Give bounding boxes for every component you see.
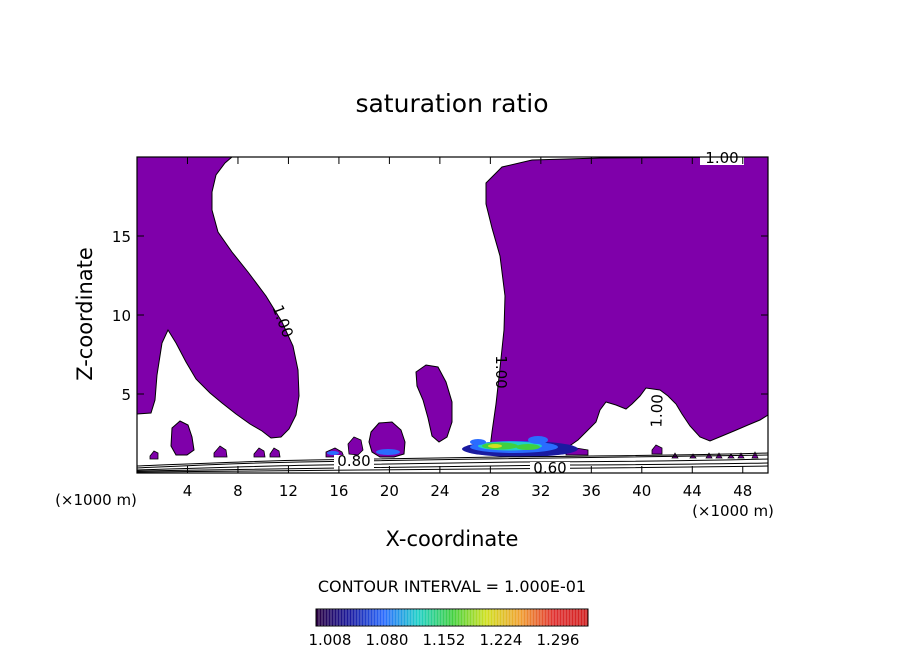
saturation-cell-6	[213, 445, 228, 458]
saturation-core-20	[376, 449, 400, 455]
colorbar-stripes	[318, 609, 587, 626]
saturation-cell-3	[170, 420, 195, 456]
saturation-region-left	[137, 157, 300, 439]
x-tick-label: 12	[279, 482, 298, 500]
colorbar-tick-label: 1.008	[309, 631, 352, 649]
contour-interval: CONTOUR INTERVAL = 1.000E-01	[318, 577, 586, 596]
contour-label: 1.00	[705, 149, 738, 167]
chart-title: saturation ratio	[355, 89, 548, 118]
x-tick-label: 20	[380, 482, 399, 500]
colorbar-tick-label: 1.080	[366, 631, 409, 649]
x-tick-label: 28	[481, 482, 500, 500]
contour-label: 0.60	[533, 459, 566, 477]
x-tick-label: 24	[430, 482, 449, 500]
saturation-cell-24	[415, 364, 453, 443]
saturation-cell-18	[347, 436, 364, 456]
colorbar-ticks: 1.008 1.080 1.152 1.224 1.296	[309, 631, 580, 649]
colorbar-tick-label: 1.224	[480, 631, 523, 649]
y-axis: 5 10 15	[112, 228, 768, 404]
colorbar-tick-label: 1.296	[537, 631, 580, 649]
plot-area	[137, 157, 768, 473]
saturation-cell-20	[368, 421, 406, 458]
x-axis-label: X-coordinate	[386, 527, 519, 551]
y-tick-label: 10	[112, 307, 131, 325]
contour-lines-low	[137, 452, 768, 473]
saturation-region-right	[485, 157, 768, 457]
x-tick-label: 48	[733, 482, 752, 500]
saturation-core-15	[327, 451, 339, 455]
contour-label: 1.00	[647, 394, 666, 428]
x-tick-label: 44	[683, 482, 702, 500]
x-tick-label: 36	[582, 482, 601, 500]
contour-label: 0.80	[337, 452, 370, 470]
y-tick-label: 15	[112, 228, 131, 246]
y-tick-label: 5	[121, 386, 131, 404]
y-axis-label: Z-coordinate	[73, 247, 97, 381]
contour-label: 1.00	[492, 355, 510, 388]
saturation-core	[462, 436, 578, 457]
x-tick-label: 40	[632, 482, 651, 500]
x-axis: 4 8 12 16 20 24 28 32 36 40 44 48	[183, 157, 752, 500]
x-units-right: (×1000 m)	[692, 502, 774, 520]
saturation-cell-10	[253, 447, 266, 458]
x-tick-label: 4	[183, 482, 193, 500]
x-tick-label: 16	[329, 482, 348, 500]
saturation-cell-41	[651, 444, 663, 455]
x-tick-label: 8	[233, 482, 243, 500]
saturation-cell-1	[149, 450, 159, 460]
colorbar-tick-label: 1.152	[423, 631, 466, 649]
saturation-cell-11	[269, 447, 281, 458]
x-units-left: (×1000 m)	[55, 491, 137, 509]
colorbar	[315, 608, 589, 627]
x-tick-label: 32	[531, 482, 550, 500]
